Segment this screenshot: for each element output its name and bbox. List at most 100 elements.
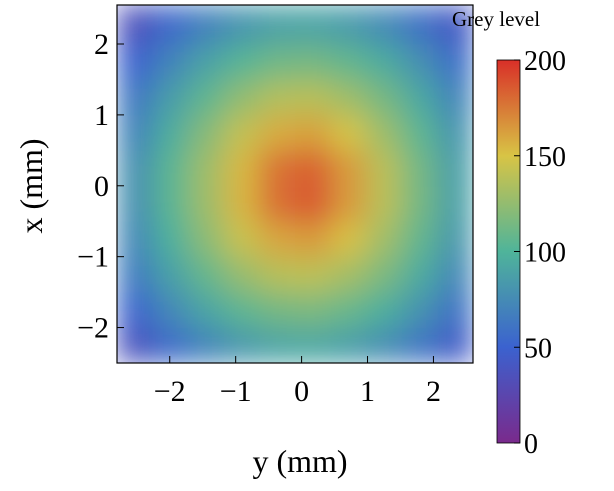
- heat-cell: [117, 5, 154, 45]
- heat-cell: [259, 79, 296, 116]
- heat-cell: [401, 43, 438, 80]
- heat-cell: [152, 256, 189, 293]
- heat-cell: [295, 43, 332, 80]
- heat-cell: [437, 79, 473, 116]
- heat-cell: [330, 43, 367, 80]
- heat-cell: [295, 292, 332, 329]
- heat-cell: [152, 327, 189, 363]
- heat-cell: [330, 292, 367, 329]
- heat-cell: [152, 150, 189, 187]
- x-tick-label: 1: [360, 375, 375, 408]
- x-tick-label: 2: [426, 375, 441, 408]
- heat-cell: [330, 150, 367, 187]
- y-tick-label: −1: [77, 241, 109, 274]
- y-tick-label: 2: [94, 28, 109, 61]
- heat-cell: [152, 114, 189, 151]
- heat-cell: [366, 5, 403, 45]
- y-tick-label: −2: [77, 312, 109, 345]
- heatmap-cells: [117, 5, 473, 363]
- heat-cell: [330, 256, 367, 293]
- heat-cell: [330, 327, 367, 363]
- heat-cell: [117, 150, 154, 187]
- x-tick-label: 0: [294, 375, 309, 408]
- heat-cell: [295, 150, 332, 187]
- heat-cell: [437, 327, 473, 363]
- heat-cell: [223, 5, 260, 45]
- heat-cell: [223, 185, 260, 222]
- heat-cell: [437, 185, 473, 222]
- heat-cell: [401, 292, 438, 329]
- heat-cell: [295, 327, 332, 363]
- heat-cell: [401, 79, 438, 116]
- heat-cell: [117, 292, 154, 329]
- heat-cell: [117, 256, 154, 293]
- heat-cell: [401, 256, 438, 293]
- heat-cell: [259, 292, 296, 329]
- heat-cell: [152, 221, 189, 258]
- heat-cell: [188, 43, 225, 80]
- heat-cell: [437, 5, 473, 45]
- colorbar-tick-label: 50: [524, 333, 552, 364]
- heat-cell: [401, 150, 438, 187]
- heat-cell: [259, 150, 296, 187]
- heat-cell: [259, 185, 296, 222]
- heatmap: [117, 5, 473, 363]
- x-tick-label: −2: [154, 375, 186, 408]
- heat-cell: [223, 79, 260, 116]
- heat-cell: [117, 221, 154, 258]
- heat-cell: [188, 5, 225, 45]
- heat-cell: [437, 221, 473, 258]
- heat-cell: [366, 43, 403, 80]
- heat-cell: [259, 5, 296, 45]
- colorbar-label: Grey level: [452, 7, 540, 31]
- heat-cell: [401, 5, 438, 45]
- heat-cell: [437, 256, 473, 293]
- heat-cell: [401, 327, 438, 363]
- heat-cell: [295, 256, 332, 293]
- heat-cell: [117, 43, 154, 80]
- heat-cell: [295, 79, 332, 116]
- heat-cell: [117, 327, 154, 363]
- heat-cell: [295, 114, 332, 151]
- heat-cell: [330, 185, 367, 222]
- heat-cell: [401, 114, 438, 151]
- heat-cell: [223, 114, 260, 151]
- heat-cell: [152, 79, 189, 116]
- heat-cell: [188, 185, 225, 222]
- heat-cell: [188, 292, 225, 329]
- heat-cell: [188, 150, 225, 187]
- x-axis-label: y (mm): [252, 443, 347, 479]
- heat-cell: [223, 221, 260, 258]
- heat-cell: [366, 221, 403, 258]
- heat-cell: [152, 5, 189, 45]
- heat-cell: [437, 150, 473, 187]
- heat-cell: [401, 221, 438, 258]
- heat-cell: [188, 256, 225, 293]
- heat-cell: [366, 256, 403, 293]
- y-axis-label: x (mm): [13, 138, 49, 233]
- heat-cell: [437, 292, 473, 329]
- heat-cell: [117, 79, 154, 116]
- heat-cell: [188, 221, 225, 258]
- heat-cell: [330, 114, 367, 151]
- heat-cell: [152, 43, 189, 80]
- colorbar-tick-label: 100: [524, 238, 566, 269]
- heat-cell: [330, 79, 367, 116]
- y-tick-label: 1: [94, 99, 109, 132]
- heat-cell: [295, 221, 332, 258]
- heat-cell: [259, 327, 296, 363]
- x-tick-label: −1: [220, 375, 252, 408]
- heat-cell: [437, 43, 473, 80]
- heat-cell: [188, 327, 225, 363]
- heat-cell: [295, 185, 332, 222]
- heat-cell: [117, 185, 154, 222]
- plot-frame: [116, 4, 474, 364]
- colorbar-tick-label: 200: [524, 46, 566, 77]
- heat-cell: [437, 114, 473, 151]
- heat-cell: [259, 43, 296, 80]
- heat-cell: [259, 221, 296, 258]
- heat-cell: [366, 114, 403, 151]
- heat-cell: [259, 114, 296, 151]
- colorbar-tick-label: 0: [524, 429, 538, 460]
